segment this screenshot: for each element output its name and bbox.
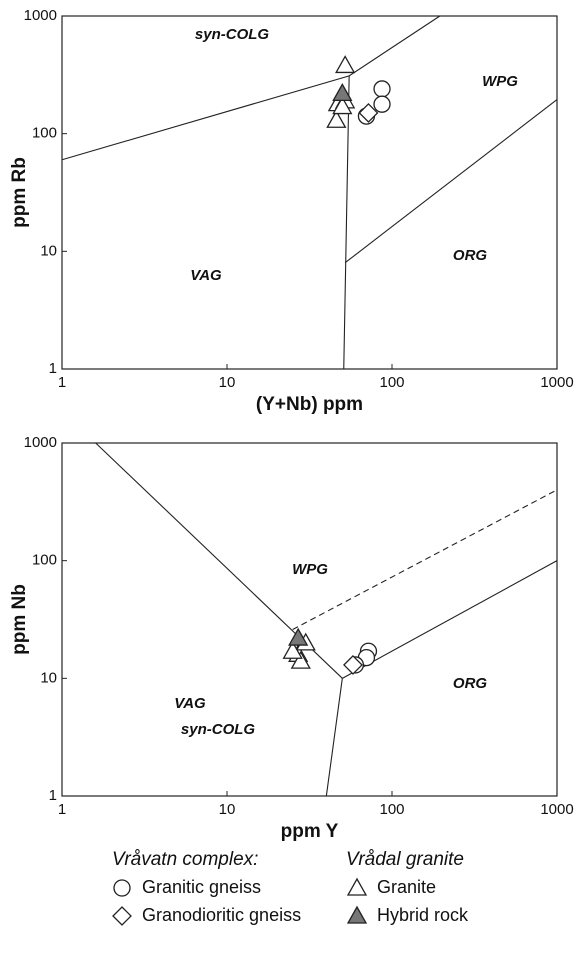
field-label: WPG xyxy=(482,73,518,90)
legend-label: Granitic gneiss xyxy=(142,877,261,897)
x-tick-label: 100 xyxy=(379,801,404,818)
x-axis-title: (Y+Nb) ppm xyxy=(256,394,363,415)
field-boundary xyxy=(292,489,558,630)
legend-marker xyxy=(112,906,132,926)
field-label: WPG xyxy=(292,561,328,578)
field-boundary xyxy=(343,75,350,370)
plot-frame xyxy=(61,442,558,797)
plot-frame xyxy=(61,15,558,370)
legend-label: Granodioritic gneiss xyxy=(142,905,301,925)
x-axis-title: ppm Y xyxy=(281,821,339,842)
data-point xyxy=(373,95,391,113)
y-tick-label: 10 xyxy=(40,669,57,686)
x-tick-label: 1 xyxy=(58,801,66,818)
y-tick-label: 100 xyxy=(32,125,57,142)
field-label: VAG xyxy=(190,267,222,284)
data-point xyxy=(332,83,353,102)
field-label: ORG xyxy=(453,247,488,264)
data-point xyxy=(282,640,303,659)
y-axis-title: ppm Rb xyxy=(9,157,30,228)
y-tick-label: 1000 xyxy=(24,434,57,451)
data-point xyxy=(358,103,379,123)
field-label: VAG xyxy=(174,695,206,712)
x-tick-label: 10 xyxy=(219,374,236,391)
data-point xyxy=(290,650,311,669)
data-point xyxy=(326,109,347,128)
data-point xyxy=(332,96,353,115)
field-label: ORG xyxy=(453,675,488,692)
legend-marker xyxy=(113,879,131,897)
legend-marker xyxy=(346,905,368,924)
x-tick-label: 1000 xyxy=(540,374,573,391)
y-axis-title: ppm Nb xyxy=(9,584,30,655)
data-point xyxy=(343,655,363,675)
legend-label: Granite xyxy=(377,877,436,897)
field-boundary xyxy=(325,678,343,797)
legend-label: Hybrid rock xyxy=(377,905,469,925)
data-point xyxy=(373,80,391,98)
y-tick-label: 100 xyxy=(32,552,57,569)
x-tick-label: 10 xyxy=(219,801,236,818)
data-point xyxy=(288,627,309,646)
x-tick-label: 100 xyxy=(379,374,404,391)
field-boundary xyxy=(344,99,558,264)
y-tick-label: 10 xyxy=(40,242,57,259)
field-label: syn-COLG xyxy=(195,26,270,43)
x-tick-label: 1 xyxy=(58,374,66,391)
y-tick-label: 1000 xyxy=(24,7,57,24)
legend-title: Vrådal granite xyxy=(346,849,464,870)
legend-marker xyxy=(346,877,368,896)
legend-title: Vråvatn complex: xyxy=(112,849,258,870)
data-point xyxy=(335,55,356,74)
y-tick-label: 1 xyxy=(49,787,57,804)
x-tick-label: 1000 xyxy=(540,801,573,818)
y-tick-label: 1 xyxy=(49,360,57,377)
field-label: syn-COLG xyxy=(181,721,256,738)
field-boundary xyxy=(342,560,558,679)
